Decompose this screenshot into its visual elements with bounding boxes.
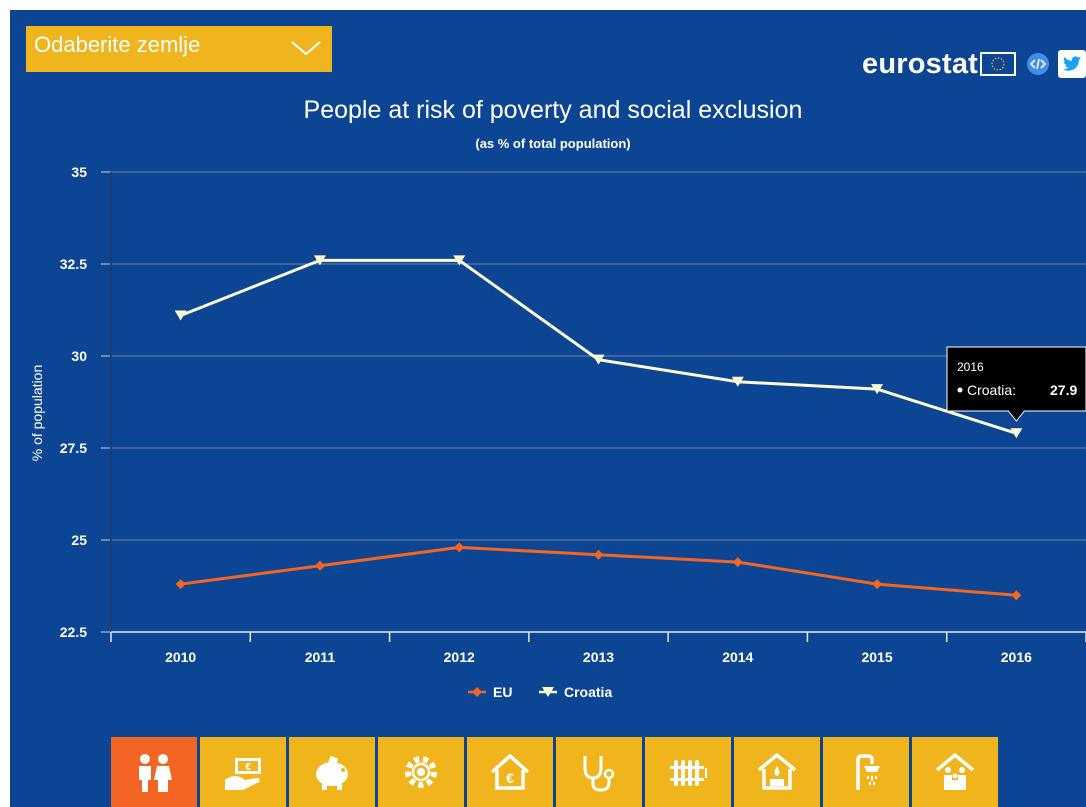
data-point-croatia	[871, 384, 884, 395]
chart-subtitle: (as % of total population)	[475, 136, 630, 151]
category-button-people[interactable]	[111, 737, 197, 807]
category-button-gear[interactable]	[378, 737, 464, 807]
chevron-down-icon	[291, 41, 321, 56]
data-point-croatia	[1010, 428, 1023, 439]
piggy-bank-icon	[316, 755, 348, 790]
house-leak-icon	[757, 752, 797, 790]
x-tick-label: 2016	[1001, 649, 1032, 665]
data-point-croatia	[592, 354, 605, 365]
data-point-croatia	[174, 310, 187, 321]
category-button-house-leak[interactable]	[734, 737, 820, 807]
x-tick-label: 2014	[722, 649, 753, 665]
eurostat-logo: eurostat	[861, 47, 978, 80]
x-tick-label: 2010	[165, 649, 196, 665]
svg-text:€: €	[506, 770, 514, 786]
house-euro-icon: €	[490, 753, 530, 790]
y-tick-label: 22.5	[60, 624, 87, 640]
legend-label-eu: EU	[493, 684, 512, 700]
legend-marker-croatia	[542, 687, 554, 697]
family-house-icon	[935, 752, 975, 790]
series-line-croatia	[180, 258, 1017, 435]
stethoscope-icon	[583, 756, 615, 792]
tooltip-bullet	[957, 387, 963, 393]
x-tick-label: 2012	[444, 649, 475, 665]
category-icon-bar: € €	[111, 737, 1001, 807]
y-axis-label: % of population	[29, 365, 45, 462]
data-point-croatia	[731, 376, 744, 387]
eu-flag-icon	[980, 52, 1016, 76]
x-tick-label: 2013	[583, 649, 614, 665]
tooltip-year: 2016	[957, 360, 984, 374]
people-icon	[139, 754, 172, 792]
radiator-icon	[670, 760, 707, 786]
y-tick-label: 27.5	[60, 440, 87, 456]
gear-icon	[405, 756, 437, 788]
data-point-croatia	[313, 255, 326, 266]
money-hand-icon: €	[225, 758, 261, 790]
category-button-money-hand[interactable]: €	[200, 737, 286, 807]
legend-label-croatia: Croatia	[564, 684, 612, 700]
data-point-eu	[1011, 590, 1022, 601]
y-tick-label: 32.5	[60, 256, 87, 272]
twitter-icon[interactable]	[1058, 50, 1086, 78]
data-point-eu	[593, 549, 604, 560]
chart-widget: Odaberite zemlje eurostat People at risk…	[10, 10, 1086, 807]
category-button-shower[interactable]	[823, 737, 909, 807]
category-button-family-house[interactable]	[912, 737, 998, 807]
embed-code-icon[interactable]	[1026, 52, 1050, 76]
y-tick-label: 25	[71, 532, 87, 548]
x-tick-label: 2015	[861, 649, 892, 665]
legend-marker-eu	[472, 687, 482, 697]
svg-text:€: €	[245, 762, 251, 773]
country-dropdown[interactable]: Odaberite zemlje	[26, 26, 332, 72]
data-point-eu	[732, 557, 743, 568]
y-tick-label: 35	[71, 164, 87, 180]
category-button-radiator[interactable]	[645, 737, 731, 807]
tooltip-value: 27.9	[1050, 382, 1077, 398]
shower-icon	[856, 754, 880, 790]
tooltip-series-label: Croatia:	[967, 382, 1016, 398]
category-button-house-euro[interactable]: €	[467, 737, 553, 807]
line-chart: People at risk of poverty and social exc…	[29, 96, 1086, 700]
y-tick-label: 30	[71, 348, 87, 364]
data-point-eu	[454, 542, 465, 553]
data-point-eu	[175, 579, 186, 590]
data-point-eu	[314, 560, 325, 571]
category-button-stethoscope[interactable]	[556, 737, 642, 807]
data-point-eu	[872, 579, 883, 590]
x-tick-label: 2011	[305, 649, 336, 665]
country-dropdown-label: Odaberite zemlje	[34, 32, 201, 57]
data-point-croatia	[453, 255, 466, 266]
chart-title: People at risk of poverty and social exc…	[304, 96, 803, 124]
brand-area: eurostat	[862, 44, 1086, 84]
tooltip-box	[946, 346, 1086, 422]
category-button-piggy-bank[interactable]	[289, 737, 375, 807]
